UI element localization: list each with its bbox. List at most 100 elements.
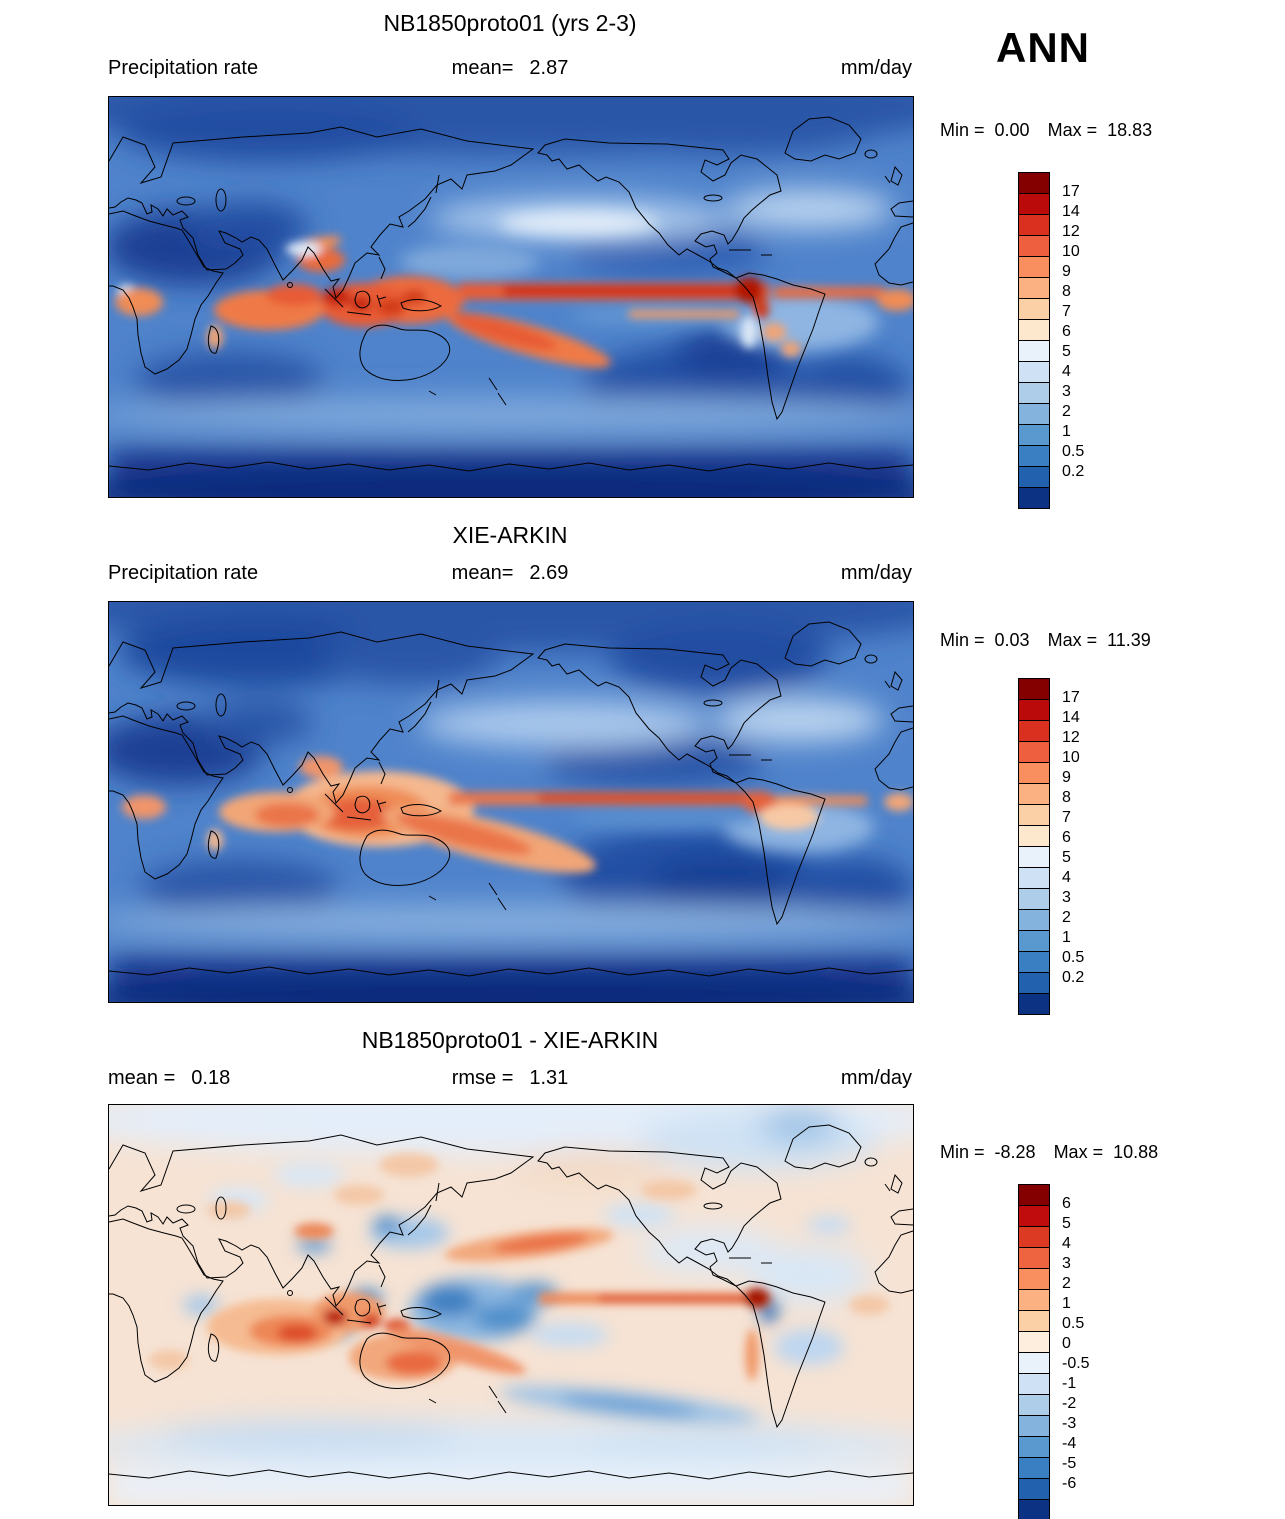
rmse-value: 1.31 bbox=[529, 1067, 569, 1089]
colorbar-tick-label: 0.5 bbox=[1062, 443, 1085, 460]
precip-map-model bbox=[108, 96, 914, 498]
colorbar-swatch bbox=[1019, 679, 1049, 699]
colorbar-swatch bbox=[1019, 1478, 1049, 1499]
max-value: 11.39 bbox=[1107, 630, 1151, 650]
variable-label: Precipitation rate bbox=[108, 562, 259, 584]
colorbar-swatch bbox=[1019, 424, 1049, 445]
colorbar-swatch bbox=[1019, 340, 1049, 361]
colorbar-tick-label: -4 bbox=[1062, 1435, 1077, 1452]
colorbar-swatch bbox=[1019, 762, 1049, 783]
colorbar-tick-label: 17 bbox=[1062, 689, 1080, 706]
min-value: 0.00 bbox=[994, 120, 1030, 140]
colorbar-obs: 17 14 12 10 9 8 7 6 5 4 3 2 1 0.5 0.2 bbox=[1018, 678, 1148, 1015]
coastlines bbox=[109, 116, 913, 472]
colorbar-swatch bbox=[1019, 466, 1049, 487]
colorbar-tick-label: -5 bbox=[1062, 1455, 1077, 1472]
colorbar-swatch bbox=[1019, 1289, 1049, 1310]
minmax-row-obs: Min = 0.03 Max = 11.39 bbox=[940, 630, 1151, 651]
colorbar-tick-label: 1 bbox=[1062, 423, 1071, 440]
colorbar-swatch bbox=[1019, 1247, 1049, 1268]
colorbar-tick-label: 1 bbox=[1062, 929, 1071, 946]
colorbar-swatch bbox=[1019, 1394, 1049, 1415]
minmax-row-diff: Min = -8.28 Max = 10.88 bbox=[940, 1142, 1158, 1163]
colorbar-tick-label: 12 bbox=[1062, 223, 1080, 240]
colorbar-tick-label: 10 bbox=[1062, 243, 1080, 260]
colorbar-swatch bbox=[1019, 1436, 1049, 1457]
units-label: mm/day bbox=[840, 562, 912, 584]
colorbar-tick-label: 12 bbox=[1062, 729, 1080, 746]
min-value: 0.03 bbox=[994, 630, 1030, 650]
max-value: 18.83 bbox=[1107, 120, 1153, 140]
colorbar-tick-label: 3 bbox=[1062, 889, 1071, 906]
colorbar-tick-label: 0.2 bbox=[1062, 969, 1085, 986]
colorbar-tick-label: -6 bbox=[1062, 1475, 1077, 1492]
max-label: Max = bbox=[1053, 1142, 1104, 1162]
coastlines bbox=[109, 621, 913, 977]
colorbar-swatch bbox=[1019, 972, 1049, 993]
colorbar-swatch bbox=[1019, 720, 1049, 741]
mean-value: 2.87 bbox=[529, 57, 569, 79]
colorbar-swatch bbox=[1019, 909, 1049, 930]
colorbar-swatch bbox=[1019, 1457, 1049, 1478]
colorbar-tick-label: 5 bbox=[1062, 849, 1071, 866]
panel-title-model: NB1850proto01 (yrs 2-3) bbox=[383, 10, 637, 36]
colorbar-tick-label: -3 bbox=[1062, 1415, 1077, 1432]
colorbar-tick-label: 6 bbox=[1062, 829, 1071, 846]
colorbar-swatches bbox=[1018, 678, 1050, 1015]
mean-label: mean= bbox=[451, 57, 514, 79]
colorbar-tick-label: 0.2 bbox=[1062, 463, 1085, 480]
colorbar-tick-label: 2 bbox=[1062, 1275, 1071, 1292]
max-value: 10.88 bbox=[1113, 1142, 1159, 1162]
colorbar-swatch bbox=[1019, 741, 1049, 762]
colorbar-swatch bbox=[1019, 993, 1049, 1014]
colorbar-tick-label: 0 bbox=[1062, 1335, 1071, 1352]
colorbar-swatch bbox=[1019, 214, 1049, 235]
precip-map-obs bbox=[108, 601, 914, 1003]
colorbar-tick-label: 4 bbox=[1062, 1235, 1071, 1252]
colorbar-swatch bbox=[1019, 382, 1049, 403]
colorbar-swatch bbox=[1019, 699, 1049, 720]
colorbar-tick-label: 7 bbox=[1062, 809, 1071, 826]
colorbar-tick-label: -0.5 bbox=[1062, 1355, 1090, 1372]
colorbar-swatch bbox=[1019, 1205, 1049, 1226]
colorbar-tick-label: 9 bbox=[1062, 769, 1071, 786]
min-label: Min = bbox=[940, 120, 985, 140]
colorbar-tick-label: 0.5 bbox=[1062, 1315, 1085, 1332]
colorbar-swatch bbox=[1019, 1331, 1049, 1352]
colorbar-swatch bbox=[1019, 951, 1049, 972]
colorbar-tick-label: 5 bbox=[1062, 1215, 1071, 1232]
colorbar-tick-label: 4 bbox=[1062, 869, 1071, 886]
colorbar-tick-label: 6 bbox=[1062, 323, 1071, 340]
precip-map-diff bbox=[108, 1104, 914, 1506]
colorbar-swatch bbox=[1019, 235, 1049, 256]
colorbar-swatch bbox=[1019, 930, 1049, 951]
colorbar-swatch bbox=[1019, 445, 1049, 466]
colorbar-swatch bbox=[1019, 1352, 1049, 1373]
panel-title-diff: NB1850proto01 - XIE-ARKIN bbox=[361, 1027, 659, 1053]
colorbar-tick-label: 9 bbox=[1062, 263, 1071, 280]
season-label: ANN bbox=[996, 24, 1090, 71]
colorbar-tick-label: 17 bbox=[1062, 183, 1080, 200]
mean-value: 0.18 bbox=[191, 1067, 231, 1089]
variable-label: Precipitation rate bbox=[108, 57, 259, 79]
colorbar-swatch bbox=[1019, 888, 1049, 909]
units-label: mm/day bbox=[840, 1067, 912, 1089]
colorbar-swatch bbox=[1019, 319, 1049, 340]
colorbar-tick-label: 7 bbox=[1062, 303, 1071, 320]
colorbar-swatch bbox=[1019, 846, 1049, 867]
colorbar-swatches bbox=[1018, 172, 1050, 509]
colorbar-tick-label: 14 bbox=[1062, 203, 1080, 220]
mean-label: mean= bbox=[451, 562, 514, 584]
colorbar-swatch bbox=[1019, 1226, 1049, 1247]
units-label: mm/day bbox=[840, 57, 912, 79]
min-label: Min = bbox=[940, 630, 985, 650]
colorbar-tick-label: 5 bbox=[1062, 343, 1071, 360]
min-label: Min = bbox=[940, 1142, 985, 1162]
colorbar-swatch bbox=[1019, 1268, 1049, 1289]
colorbar-tick-label: 3 bbox=[1062, 1255, 1071, 1272]
colorbar-swatch bbox=[1019, 256, 1049, 277]
colorbar-diff: 6 5 4 3 2 1 0.5 0 -0.5 -1 -2 -3 -4 -5 -6 bbox=[1018, 1184, 1148, 1519]
colorbar-tick-label: -1 bbox=[1062, 1375, 1077, 1392]
colorbar-swatch bbox=[1019, 298, 1049, 319]
colorbar-swatch bbox=[1019, 783, 1049, 804]
